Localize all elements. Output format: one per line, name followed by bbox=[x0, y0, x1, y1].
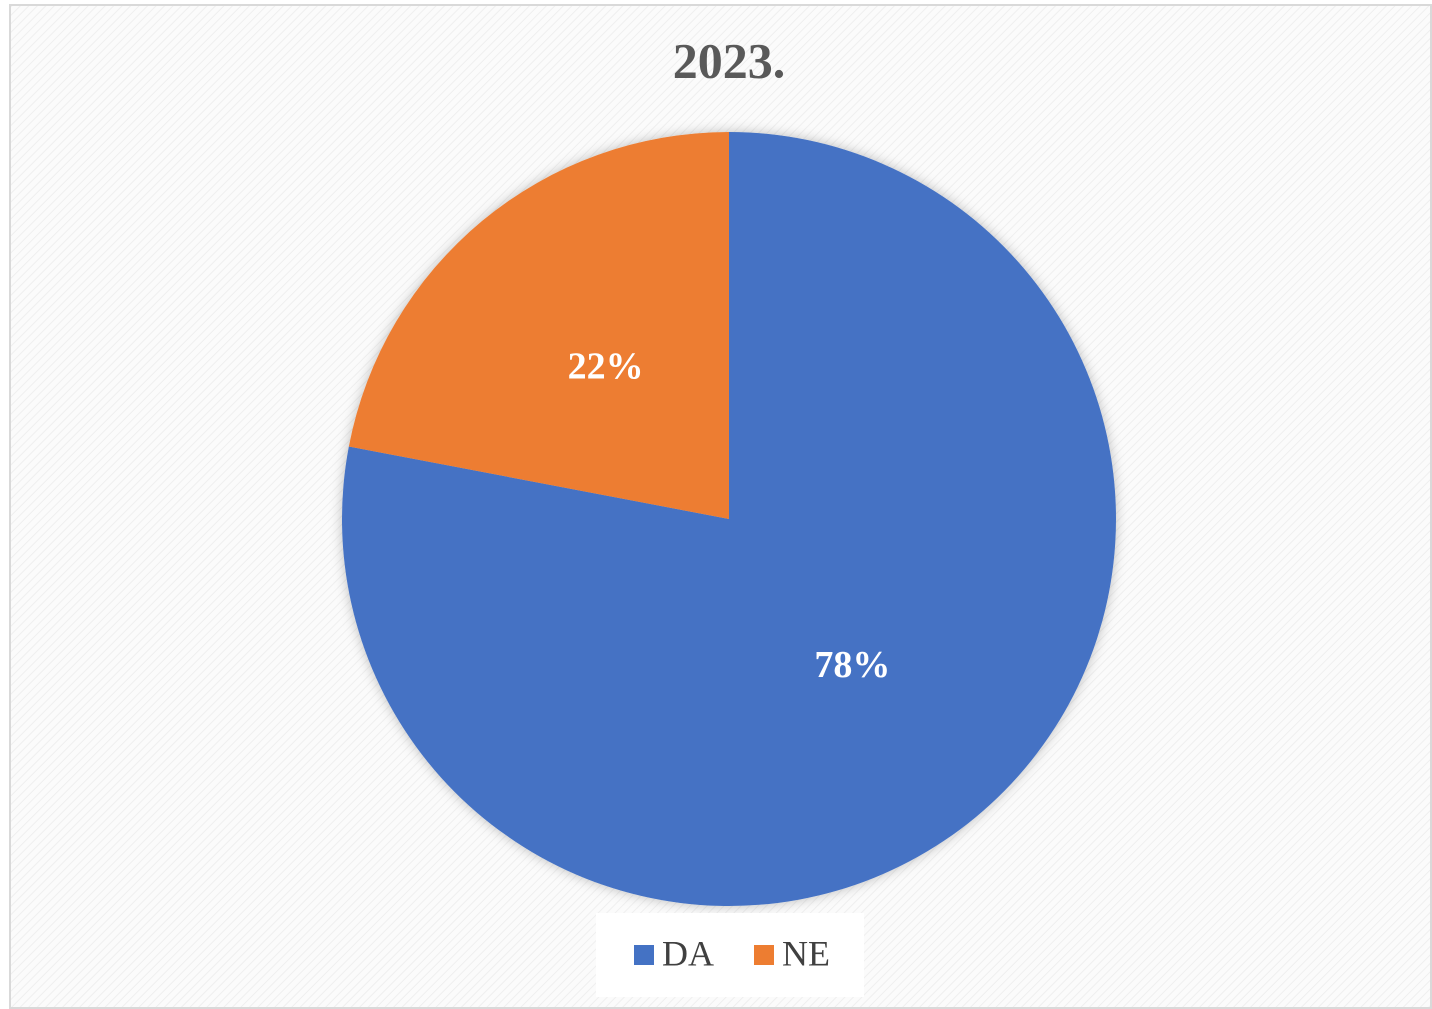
pie bbox=[342, 132, 1116, 906]
pie-slice bbox=[348, 132, 729, 519]
data-label: 78% bbox=[814, 644, 890, 686]
legend-label: NE bbox=[782, 933, 830, 973]
legend-swatch bbox=[634, 945, 654, 965]
legend-swatch bbox=[754, 945, 774, 965]
legend-label: DA bbox=[662, 933, 714, 973]
data-label: 22% bbox=[568, 346, 644, 388]
chart-title: 2023. bbox=[673, 32, 786, 88]
